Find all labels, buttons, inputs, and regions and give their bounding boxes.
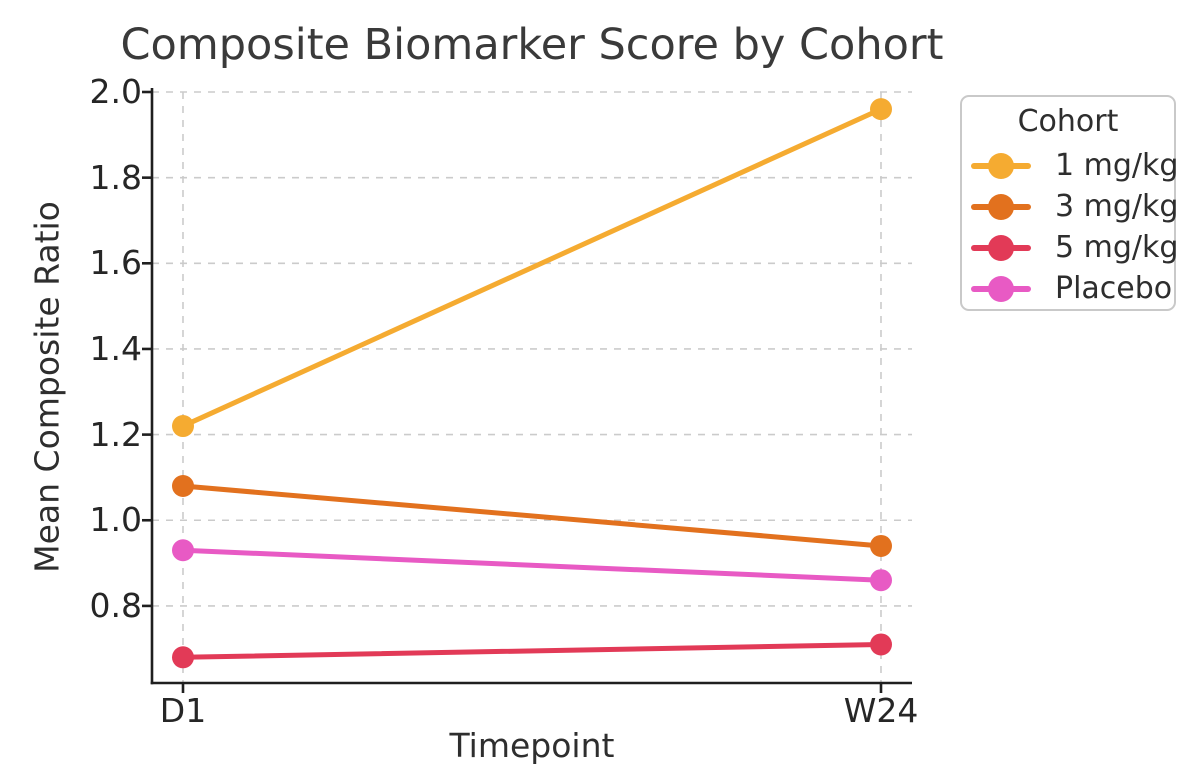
legend-dot-icon <box>988 234 1014 261</box>
x-tick-label: D1 <box>159 691 207 730</box>
series-line-2 <box>180 641 884 660</box>
data-point <box>870 534 892 557</box>
y-tick-label: 1.8 <box>89 157 142 197</box>
y-tick-label: 2.0 <box>89 72 142 111</box>
legend-swatch-icon <box>971 275 1031 302</box>
legend-item-label: Placebo <box>1055 271 1173 306</box>
series-line-0 <box>180 106 884 429</box>
legend-item: 5 mg/kg <box>962 227 1178 268</box>
data-point <box>172 475 194 497</box>
x-axis-label: Timepoint <box>449 726 615 765</box>
legend-item: 3 mg/kg <box>962 186 1178 227</box>
legend-swatch-icon <box>971 193 1031 220</box>
legend-title: Cohort <box>1017 104 1119 139</box>
legend-item-label: 3 mg/kg <box>1055 189 1179 224</box>
data-point <box>172 539 194 562</box>
legend: Cohort 1 mg/kg 3 mg/kg 5 mg/kg <box>960 95 1178 311</box>
y-tick-label: 0.8 <box>89 585 142 625</box>
legend-swatch-icon <box>971 234 1031 261</box>
data-point <box>172 415 194 438</box>
legend-swatch-icon <box>971 152 1031 179</box>
data-point <box>870 98 892 121</box>
series-line-3 <box>180 547 884 583</box>
legend-item-label: 5 mg/kg <box>1055 230 1179 265</box>
series-line-1 <box>180 483 884 549</box>
x-tick-label: W24 <box>843 691 919 730</box>
data-point <box>870 633 892 656</box>
data-point <box>172 646 194 669</box>
y-tick-label: 1.4 <box>89 328 142 368</box>
legend-item: Placebo <box>962 268 1174 309</box>
legend-item-label: 1 mg/kg <box>1055 148 1179 183</box>
data-point <box>870 569 892 592</box>
legend-dot-icon <box>988 152 1014 179</box>
legend-item: 1 mg/kg <box>962 145 1178 186</box>
y-tick-label: 1.6 <box>89 243 142 283</box>
chart-title: Composite Biomarker Score by Cohort <box>120 20 944 70</box>
y-tick-label: 1.0 <box>89 500 142 540</box>
legend-dot-icon <box>988 275 1014 302</box>
legend-dot-icon <box>988 193 1014 220</box>
y-tick-label: 1.2 <box>89 414 142 454</box>
